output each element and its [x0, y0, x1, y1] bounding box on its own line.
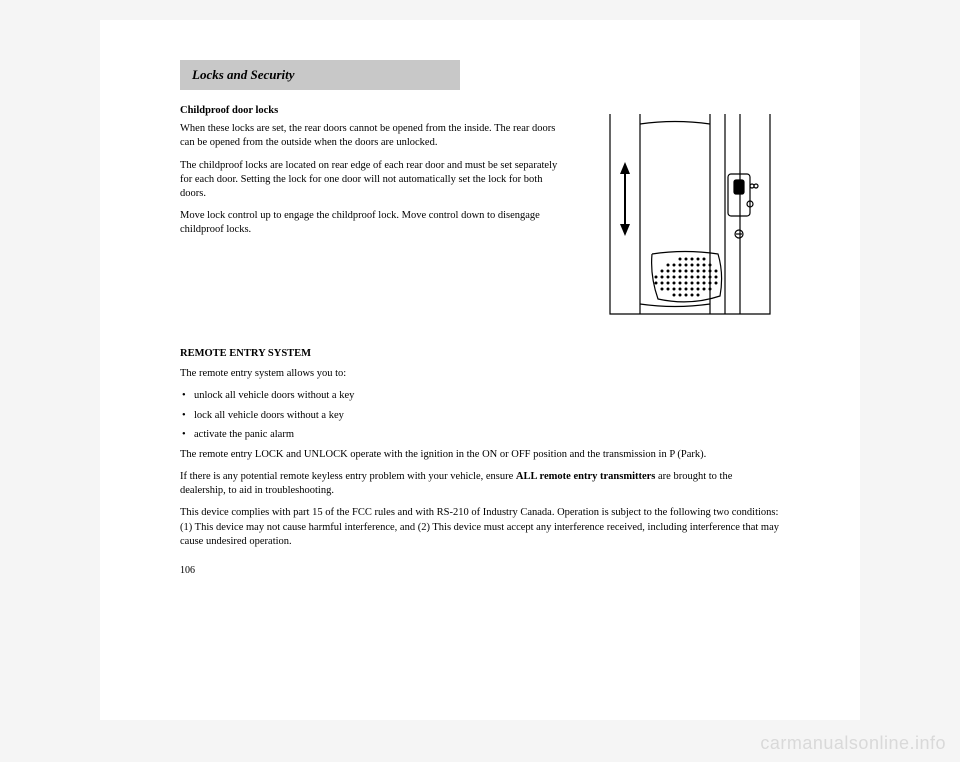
door-lock-svg [580, 104, 780, 324]
door-lock-illustration [580, 104, 780, 329]
childproof-p2: The childproof locks are located on rear… [180, 159, 560, 202]
text-column: Childproof door locks When these locks a… [180, 104, 560, 329]
remote-entry-heading: REMOTE ENTRY SYSTEM [180, 347, 780, 361]
remote-entry-section: REMOTE ENTRY SYSTEM The remote entry sys… [180, 347, 780, 549]
remote-entry-list: unlock all vehicle doors without a key l… [180, 389, 780, 442]
page-number: 106 [180, 565, 780, 576]
list-item: unlock all vehicle doors without a key [180, 389, 780, 403]
list-item: lock all vehicle doors without a key [180, 409, 780, 423]
content-row: Childproof door locks When these locks a… [180, 104, 780, 329]
remote-entry-p2: If there is any potential remote keyless… [180, 470, 780, 498]
remote-entry-p1: The remote entry LOCK and UNLOCK operate… [180, 448, 780, 462]
section-header-bar: Locks and Security [180, 60, 460, 90]
list-item: activate the panic alarm [180, 428, 780, 442]
childproof-p3: Move lock control up to engage the child… [180, 209, 560, 237]
watermark: carmanualsonline.info [760, 733, 946, 754]
manual-page: Locks and Security Childproof door locks… [100, 20, 860, 720]
childproof-p1: When these locks are set, the rear doors… [180, 122, 560, 150]
remote-entry-intro: The remote entry system allows you to: [180, 367, 780, 381]
p2-bold: ALL remote entry transmitters [516, 471, 655, 482]
childproof-heading: Childproof door locks [180, 104, 560, 118]
p2-pre: If there is any potential remote keyless… [180, 471, 516, 482]
section-header-title: Locks and Security [192, 67, 295, 82]
remote-entry-p3: This device complies with part 15 of the… [180, 506, 780, 549]
